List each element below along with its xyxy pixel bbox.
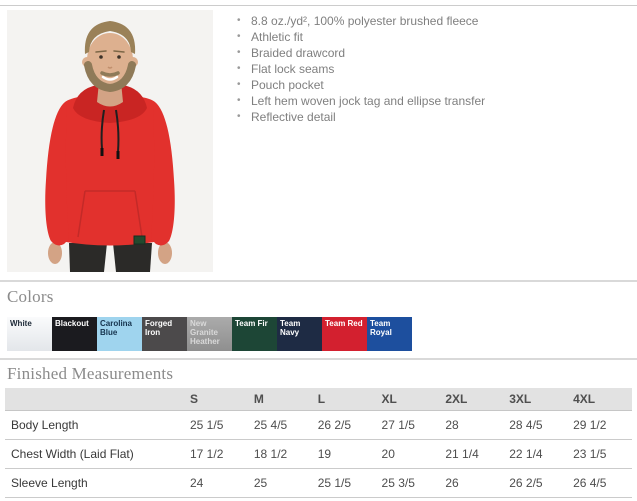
measurement-value: 21 1/4 xyxy=(440,439,505,469)
measurement-value: 26 4/5 xyxy=(568,468,632,498)
feature-item: • 8.8 oz./yd², 100% polyester brushed fle… xyxy=(237,13,629,29)
measurements-table-body: Body Length 25 1/5 25 4/5 26 2/5 27 1/5 28 28 … xyxy=(5,410,632,498)
feature-item: • Reflective detail xyxy=(237,109,629,125)
feature-text: Pouch pocket xyxy=(251,78,324,92)
feature-item: • Pouch pocket xyxy=(237,77,629,93)
measurement-value: 28 4/5 xyxy=(504,410,569,440)
bullet-icon: • xyxy=(237,15,241,26)
measurement-row-label: Sleeve Length xyxy=(5,468,185,498)
feature-item: • Flat lock seams xyxy=(237,61,629,77)
color-swatch-new-granite-heather: New Granite Heather xyxy=(187,317,232,351)
top-divider xyxy=(0,5,637,6)
color-swatch-label: Carolina Blue xyxy=(100,319,133,337)
measurement-value: 26 xyxy=(440,468,505,498)
measurement-row-chest-width-laid-flat-: Chest Width (Laid Flat) 17 1/2 18 1/2 19 20 2… xyxy=(5,439,632,469)
product-photo xyxy=(7,10,213,272)
measurement-value: 25 3/5 xyxy=(376,468,441,498)
measurement-value: 22 1/4 xyxy=(504,439,569,469)
measurement-value: 25 1/5 xyxy=(312,468,377,498)
measurements-table: S M L XL 2XL 3XL 4XL Body Length 25 1/5 25 4/5 26… xyxy=(5,388,632,498)
color-swatch-row: White Blackout Carolina Blue Forged Iron New… xyxy=(7,317,412,351)
size-column-header-xl: XL xyxy=(376,388,441,411)
color-swatch-label: Team Fir xyxy=(235,319,268,328)
measurement-value: 27 1/5 xyxy=(376,410,441,440)
measurement-label-column-header xyxy=(5,388,185,411)
color-swatch-label: White xyxy=(10,319,32,328)
bullet-icon: • xyxy=(237,31,241,42)
measurement-value: 17 1/2 xyxy=(185,439,249,469)
measurement-value: 18 1/2 xyxy=(248,439,313,469)
bullet-icon: • xyxy=(237,111,241,122)
red-hoodie-model-illustration xyxy=(7,10,213,272)
measurement-value: 28 xyxy=(440,410,505,440)
color-swatch-white: White xyxy=(7,317,52,351)
feature-text: Athletic fit xyxy=(251,30,304,44)
measurement-value: 24 xyxy=(185,468,249,498)
color-swatch-team-red: Team Red xyxy=(322,317,367,351)
color-swatch-blackout: Blackout xyxy=(52,317,97,351)
feature-text: Braided drawcord xyxy=(251,46,346,60)
feature-text: Reflective detail xyxy=(251,110,336,124)
measurements-heading: Finished Measurements xyxy=(7,364,174,383)
color-swatch-team-royal: Team Royal xyxy=(367,317,412,351)
colors-heading: Colors xyxy=(7,287,54,306)
measurement-row-body-length: Body Length 25 1/5 25 4/5 26 2/5 27 1/5 28 28 … xyxy=(5,410,632,440)
feature-text: Flat lock seams xyxy=(251,62,335,76)
size-column-header-2xl: 2XL xyxy=(440,388,505,411)
color-swatch-team-fir: Team Fir xyxy=(232,317,277,351)
measurement-value: 25 4/5 xyxy=(248,410,313,440)
size-column-header-l: L xyxy=(312,388,377,411)
bullet-icon: • xyxy=(237,47,241,58)
measurement-value: 20 xyxy=(376,439,441,469)
size-header-row: S M L XL 2XL 3XL 4XL xyxy=(5,388,632,411)
color-swatch-forged-iron: Forged Iron xyxy=(142,317,187,351)
size-column-header-s: S xyxy=(185,388,249,411)
color-swatch-team-navy: Team Navy xyxy=(277,317,322,351)
measurement-value: 26 2/5 xyxy=(504,468,569,498)
measurement-value: 26 2/5 xyxy=(312,410,377,440)
bullet-icon: • xyxy=(237,63,241,74)
bullet-icon: • xyxy=(237,79,241,90)
measurements-section-divider xyxy=(0,358,637,360)
color-swatch-label: Team Royal xyxy=(370,319,392,337)
feature-item: • Left hem woven jock tag and ellipse tra… xyxy=(237,93,629,109)
measurement-value: 23 1/5 xyxy=(568,439,632,469)
feature-list: • 8.8 oz./yd², 100% polyester brushed fle… xyxy=(237,13,629,125)
measurement-value: 29 1/2 xyxy=(568,410,632,440)
color-swatch-carolina-blue: Carolina Blue xyxy=(97,317,142,351)
measurement-value: 25 1/5 xyxy=(185,410,249,440)
measurement-value: 25 xyxy=(248,468,313,498)
color-swatch-label: Forged Iron xyxy=(145,319,173,337)
measurement-row-sleeve-length: Sleeve Length 24 25 25 1/5 25 3/5 26 26 2/5 26 … xyxy=(5,468,632,498)
color-swatch-label: Team Red xyxy=(325,319,363,328)
feature-text: 8.8 oz./yd², 100% polyester brushed flee… xyxy=(251,14,479,28)
measurement-value: 19 xyxy=(312,439,377,469)
color-swatch-label: Blackout xyxy=(55,319,89,328)
measurements-table-header: S M L XL 2XL 3XL 4XL xyxy=(5,388,632,411)
measurement-row-label: Chest Width (Laid Flat) xyxy=(5,439,185,469)
size-column-header-3xl: 3XL xyxy=(504,388,569,411)
feature-item: • Braided drawcord xyxy=(237,45,629,61)
color-swatch-label: New Granite Heather xyxy=(190,319,220,346)
colors-section-divider xyxy=(0,280,637,282)
measurement-row-label: Body Length xyxy=(5,410,185,440)
feature-text: Left hem woven jock tag and ellipse tran… xyxy=(251,94,486,108)
color-swatch-label: Team Navy xyxy=(280,319,301,337)
size-column-header-m: M xyxy=(248,388,313,411)
bullet-icon: • xyxy=(237,95,241,106)
feature-item: • Athletic fit xyxy=(237,29,629,45)
size-column-header-4xl: 4XL xyxy=(568,388,632,411)
